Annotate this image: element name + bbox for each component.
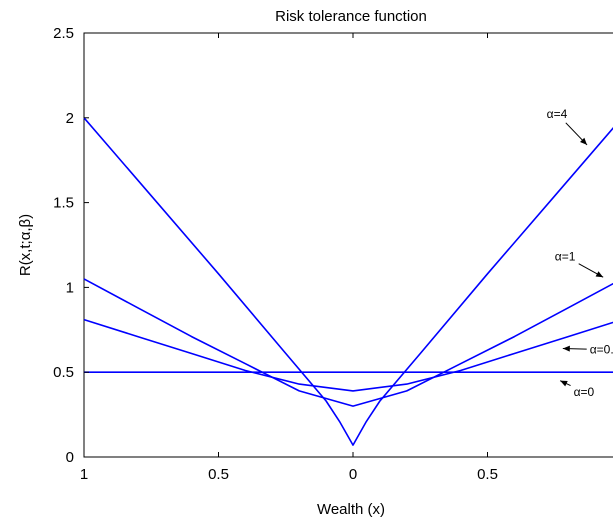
annotation-arrowhead — [562, 345, 570, 352]
y-tick-label: 0 — [66, 449, 74, 466]
series-line — [83, 318, 613, 392]
series-line — [83, 117, 613, 446]
annotation-arrowhead — [580, 137, 588, 145]
chart-title: Risk tolerance function — [275, 8, 427, 25]
annotation-label: α=0.5 — [590, 343, 613, 357]
annotation-label: α=1 — [555, 249, 576, 263]
x-tick-label: 1 — [80, 466, 88, 483]
y-tick-label: 2.5 — [53, 25, 74, 42]
plot-frame — [83, 32, 613, 458]
y-tick-label: 2 — [66, 110, 74, 127]
annotation-label: α=4 — [547, 107, 568, 121]
x-tick-label: 0.5 — [208, 466, 229, 483]
y-axis-label: R(x,t;α,β) — [17, 214, 34, 276]
annotation-layer: α=4 α=1 α=0.5 α=0 — [547, 107, 613, 399]
y-tick-label: 0.5 — [53, 364, 74, 381]
annotation-arrowhead — [560, 380, 568, 387]
annotation-arrowhead — [595, 271, 604, 278]
x-axis-label: Wealth (x) — [317, 501, 385, 518]
plot-area: 1 0.5 0 0.5 0 0.5 1 1.5 2 2.5 α=4 α=1 α=0.5 α=0 — [53, 25, 613, 483]
x-tick-label: 0.5 — [477, 466, 498, 483]
x-tick-label: 0 — [349, 466, 357, 483]
series-layer — [83, 117, 613, 446]
y-tick-label: 1 — [66, 279, 74, 296]
y-tick-label: 1.5 — [53, 195, 74, 212]
tick-layer: 1 0.5 0 0.5 0 0.5 1 1.5 2 2.5 — [53, 25, 498, 483]
annotation-label: α=0 — [574, 385, 595, 399]
series-line — [83, 278, 613, 407]
